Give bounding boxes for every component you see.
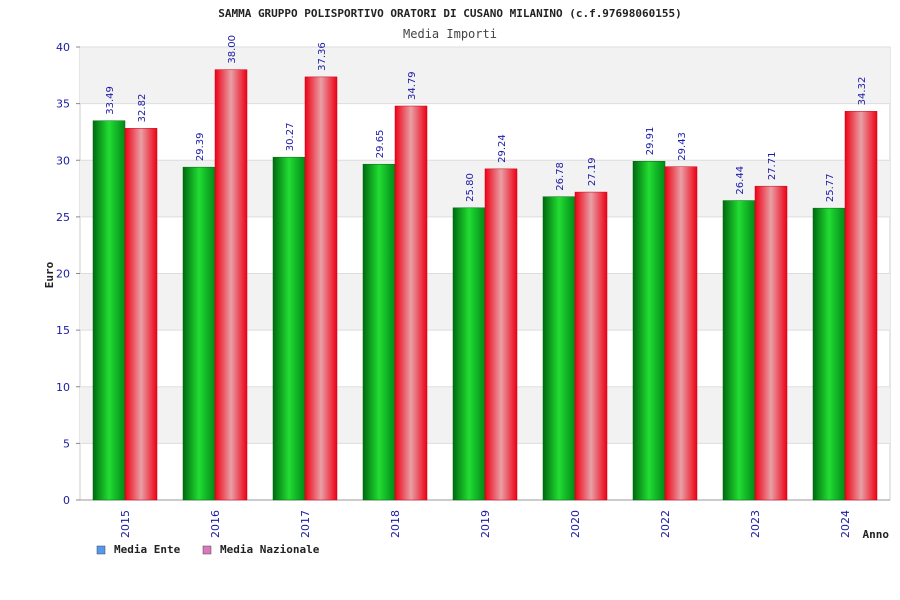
y-axis-label: Euro: [43, 261, 56, 288]
bar-media-nazionale-2015: [124, 128, 158, 501]
data-label-media-nazionale-2019: 29.24: [497, 134, 508, 163]
chart-subtitle: Media Importi: [403, 27, 497, 41]
x-tick-label-2015: 2015: [119, 510, 132, 538]
chart-title: SAMMA GRUPPO POLISPORTIVO ORATORI DI CUS…: [218, 7, 682, 20]
y-tick-label: 5: [63, 437, 70, 450]
x-tick-label-2024: 2024: [839, 510, 852, 538]
bar-media-ente-2020: [542, 196, 576, 501]
bar-media-ente-2022: [632, 161, 666, 501]
legend-label-media-nazionale: Media Nazionale: [220, 543, 320, 556]
bar-media-nazionale-2020: [574, 191, 608, 501]
data-label-media-ente-2020: 26.78: [555, 162, 566, 191]
bar-media-nazionale-2017: [304, 76, 338, 501]
y-tick-label: 15: [56, 324, 70, 337]
x-tick-label-2016: 2016: [209, 510, 222, 538]
bar-media-ente-2015: [92, 120, 126, 501]
data-label-media-ente-2022: 29.91: [645, 127, 656, 156]
bar-media-nazionale-2023: [754, 185, 788, 501]
data-label-media-nazionale-2016: 38.00: [227, 35, 238, 64]
data-label-media-nazionale-2015: 32.82: [137, 94, 148, 123]
plot-band: [80, 47, 890, 104]
y-tick-label: 40: [56, 41, 70, 54]
y-tick-label: 10: [56, 381, 70, 394]
data-label-media-ente-2017: 30.27: [285, 123, 296, 152]
data-label-media-nazionale-2020: 27.19: [587, 157, 598, 186]
x-tick-label-2018: 2018: [389, 510, 402, 538]
legend-swatch-media-nazionale: [202, 545, 212, 555]
data-label-media-ente-2024: 25.77: [825, 174, 836, 203]
y-tick-label: 25: [56, 211, 70, 224]
bar-media-nazionale-2022: [664, 166, 698, 501]
y-tick-label: 30: [56, 154, 70, 167]
bar-media-ente-2023: [722, 200, 756, 501]
data-label-media-ente-2023: 26.44: [735, 166, 746, 195]
x-tick-label-2022: 2022: [659, 510, 672, 538]
data-label-media-ente-2016: 29.39: [195, 133, 206, 162]
legend: Media Ente Media Nazionale: [96, 543, 320, 556]
legend-swatch-media-ente: [96, 545, 106, 555]
data-label-media-nazionale-2023: 27.71: [767, 152, 778, 181]
y-tick-label: 20: [56, 268, 70, 281]
y-tick-label: 0: [63, 494, 70, 507]
bar-media-nazionale-2019: [484, 168, 518, 501]
bars: 33.49 32.82 29.39 38.00 30.27 37.36 29.65 34.79…: [92, 35, 878, 501]
data-label-media-nazionale-2022: 29.43: [677, 132, 688, 161]
bar-media-nazionale-2016: [214, 69, 248, 501]
bar-media-nazionale-2024: [844, 111, 878, 501]
legend-label-media-ente: Media Ente: [114, 543, 181, 556]
x-tick-label-2017: 2017: [299, 510, 312, 538]
x-tick-label-2019: 2019: [479, 510, 492, 538]
data-label-media-nazionale-2018: 34.79: [407, 71, 418, 100]
x-tick-label-2020: 2020: [569, 510, 582, 538]
x-axis-label: Anno: [863, 528, 890, 541]
x-tick-label-2023: 2023: [749, 510, 762, 538]
bar-media-ente-2018: [362, 163, 396, 501]
data-label-media-ente-2015: 33.49: [105, 86, 116, 115]
data-label-media-nazionale-2017: 37.36: [317, 42, 328, 71]
y-tick-label: 35: [56, 98, 70, 111]
bar-media-ente-2017: [272, 156, 306, 501]
y-axis-ticks: 0 5 10 15 20 25 30 35 40: [56, 41, 70, 507]
bar-media-ente-2019: [452, 207, 486, 501]
bar-media-ente-2016: [182, 166, 216, 501]
bar-media-ente-2024: [812, 207, 846, 501]
x-axis-ticks: 2015 2016 2017 2018 2019 2020 2022 2023 2024: [119, 510, 852, 538]
data-label-media-ente-2019: 25.80: [465, 173, 476, 202]
bar-media-nazionale-2018: [394, 105, 428, 501]
data-label-media-nazionale-2024: 34.32: [857, 77, 868, 106]
data-label-media-ente-2018: 29.65: [375, 130, 386, 159]
